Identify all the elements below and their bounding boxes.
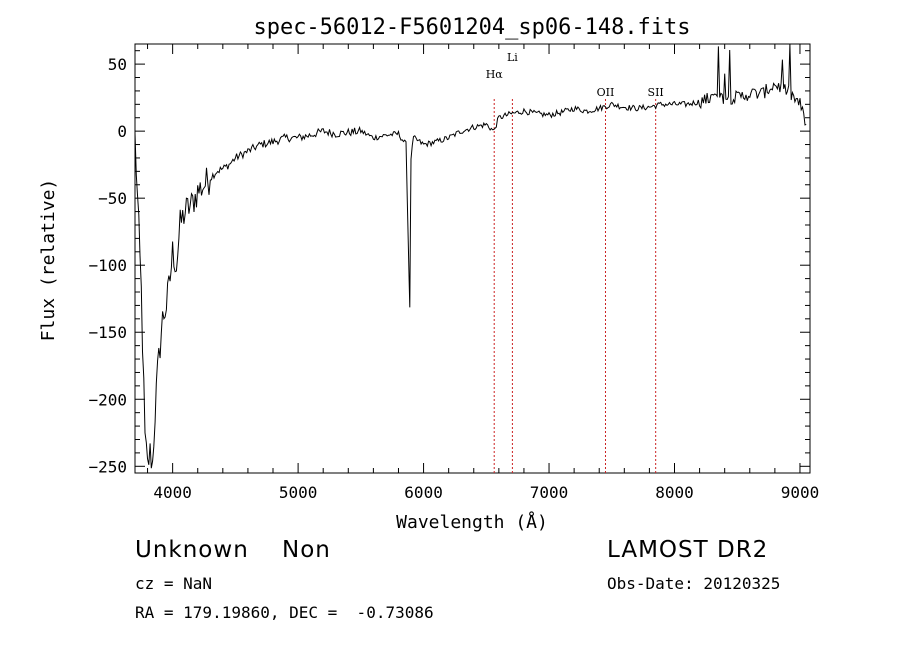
- y-tick-label: −50: [98, 189, 127, 208]
- x-tick-label: 9000: [781, 483, 820, 502]
- x-axis-label: Wavelength (Å): [396, 511, 548, 533]
- object-class-text: Unknown Non: [135, 537, 331, 563]
- x-tick-label: 6000: [404, 483, 443, 502]
- chart-title: spec-56012-F5601204_sp06-148.fits: [253, 15, 690, 40]
- axis-ticks: 4000 5000 6000 7000 8000 9000 50 0 −50 −100 −150 −2…: [88, 44, 819, 502]
- y-tick-label: 0: [117, 122, 127, 141]
- marker-label: Li: [507, 51, 518, 64]
- redshift-text: cz = NaN: [135, 574, 213, 593]
- y-tick-label: −200: [88, 390, 127, 409]
- y-tick-label: −250: [88, 457, 127, 476]
- x-tick-label: 8000: [655, 483, 694, 502]
- coordinates-text: RA = 179.19860, DEC = -0.73086: [135, 603, 434, 622]
- y-axis-label: Flux (relative): [38, 179, 59, 342]
- marker-label: SII: [648, 86, 664, 99]
- observation-date-text: Obs-Date: 20120325: [607, 574, 781, 593]
- x-tick-label: 5000: [279, 483, 318, 502]
- y-tick-label: −100: [88, 256, 127, 275]
- marker-label: Hα: [486, 68, 504, 81]
- y-tick-label: 50: [108, 55, 127, 74]
- y-tick-label: −150: [88, 323, 127, 342]
- spectrum-line: [134, 43, 807, 469]
- survey-name-text: LAMOST DR2: [607, 537, 769, 563]
- x-tick-label: 4000: [153, 483, 192, 502]
- plot-frame: [134, 43, 811, 474]
- marker-label: OII: [597, 86, 615, 99]
- plot-border: [134, 43, 811, 474]
- x-tick-label: 7000: [530, 483, 569, 502]
